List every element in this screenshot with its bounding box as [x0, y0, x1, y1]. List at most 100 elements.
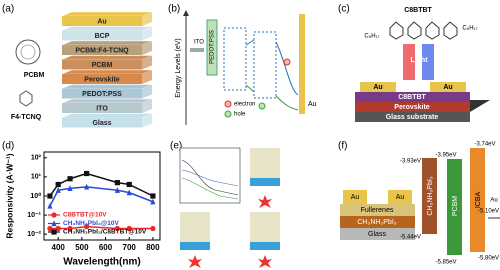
chart: 10⁻² 10⁻¹ 10⁰ 10¹ 10² 400 500 600 700 800 Waveleng… — [4, 151, 161, 268]
star — [258, 195, 272, 208]
layer-label: CH₃NH₃PbI₃ — [357, 219, 396, 226]
star — [188, 255, 202, 268]
pcbm-molecule — [15, 39, 41, 65]
band — [245, 84, 299, 111]
series-line — [49, 172, 154, 197]
x-tick-label: 600 — [99, 243, 113, 252]
x-axis-label: Wavelength(nm) — [63, 257, 140, 268]
fullerene-layer — [340, 204, 415, 216]
layer-label: Glass — [368, 231, 386, 238]
device-layer — [180, 242, 210, 250]
marker — [47, 225, 53, 232]
legend-marker — [224, 100, 232, 108]
chain-label: C₈H₁₇ — [364, 34, 379, 40]
legend-text: electron — [234, 102, 255, 108]
legend-marker — [51, 220, 57, 227]
layer-label: Perovskite — [84, 76, 120, 83]
energy-bar — [470, 148, 485, 252]
y-tick-label: 10⁻² — [27, 231, 41, 238]
layer — [62, 30, 142, 41]
pcbm-molecule — [20, 44, 36, 60]
marker — [126, 189, 132, 196]
device-layer — [250, 242, 280, 250]
marker — [114, 180, 120, 186]
layer-top — [61, 84, 153, 89]
molecule-label: F4-TCNQ — [11, 114, 42, 121]
legend-marker — [51, 212, 57, 218]
marker — [55, 187, 61, 193]
panel-label: (e) — [170, 141, 182, 152]
layer-top — [61, 98, 153, 104]
layer-side — [142, 12, 152, 26]
light-label: Light — [410, 57, 428, 64]
marker — [67, 185, 73, 191]
level-label: -3.95eV — [435, 153, 456, 159]
layer — [62, 45, 142, 55]
perovskite-layer — [355, 102, 470, 112]
y-tick-label: 10⁻¹ — [27, 212, 41, 219]
legend-text: hole — [234, 112, 246, 118]
au-pad — [360, 82, 396, 92]
y-tick-label: 10¹ — [31, 174, 42, 181]
level-label: -5.44eV — [400, 235, 421, 241]
layer-label: Au — [351, 194, 360, 201]
panel-label: (b) — [168, 4, 180, 15]
layer-side — [142, 41, 152, 55]
layer-top — [61, 55, 153, 60]
layer-side — [142, 55, 152, 70]
curve — [181, 159, 239, 196]
marker — [67, 176, 73, 182]
light-beam — [422, 44, 434, 80]
panel-label: (a) — [2, 4, 14, 15]
marker — [47, 202, 53, 209]
level-label: -3.74eV — [474, 142, 495, 148]
marker — [55, 225, 61, 232]
y-tick-label: 10² — [31, 155, 42, 162]
y-tick-label: 10⁰ — [30, 192, 41, 200]
ring — [443, 21, 458, 40]
layer — [62, 117, 142, 128]
layer — [62, 103, 142, 113]
layer-label: PEDOT:PSS — [82, 91, 122, 98]
level-label: -5.85eV — [435, 260, 456, 266]
pedot-bar — [206, 19, 218, 76]
legend-text: C8BTBT@10V — [63, 212, 107, 219]
glass-layer — [355, 112, 470, 122]
layer-label: PCBM — [92, 62, 113, 69]
layer-side — [142, 84, 152, 99]
marker — [150, 198, 156, 205]
molecule-name: C8BTBT — [404, 7, 432, 14]
curve — [181, 169, 239, 187]
layer-side — [142, 99, 152, 113]
marker — [114, 187, 120, 193]
layer-label: PCBM:F4-TCNQ — [75, 47, 129, 54]
layer-label: BCP — [95, 33, 110, 40]
axis-label: Energy Levels (eV) — [175, 38, 182, 98]
layer-top — [61, 69, 153, 75]
layer — [62, 16, 142, 26]
label: ITO — [194, 40, 204, 46]
marker — [84, 224, 90, 230]
layer-label: ITO — [96, 105, 108, 112]
marker — [150, 225, 156, 232]
ito-level — [190, 48, 204, 52]
bar-label: CH₃NH₃PbI₃ — [427, 176, 434, 215]
series-line — [49, 186, 154, 207]
perovskite-layer — [340, 216, 415, 228]
label: Au — [308, 101, 317, 108]
panel-a: Au BCP PCBM:F4-TCNQ PCBM Perovskite PEDOT:PSS… — [61, 11, 153, 128]
level-label: -5.10eV — [478, 209, 499, 215]
perovskite-box — [223, 27, 247, 91]
level-label: -5.80eV — [478, 256, 499, 262]
marker — [150, 193, 156, 199]
layer-top — [61, 26, 153, 31]
marker — [84, 183, 90, 190]
label: PEDOT:PSS — [210, 30, 216, 64]
layer-label: Au — [97, 18, 106, 25]
legend-text: CH₃NH₃PbI₃/C8BTBT@10V — [63, 229, 147, 236]
energy-bar — [447, 159, 462, 255]
device-layer — [250, 178, 280, 186]
layer-top — [61, 40, 153, 46]
star — [258, 255, 272, 268]
